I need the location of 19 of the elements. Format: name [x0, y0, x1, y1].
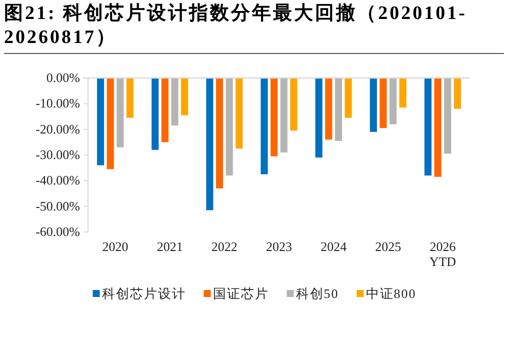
y-tick-label: -10.00% [36, 96, 80, 111]
y-tick-label: -60.00% [36, 224, 80, 239]
legend-label: 中证800 [366, 286, 416, 301]
x-tick-label: 2025 [375, 239, 402, 254]
y-tick-label: 0.00% [46, 70, 80, 85]
x-tick-label: 2021 [156, 239, 183, 254]
x-tick-label: 2023 [266, 239, 292, 254]
y-tick-label: -50.00% [36, 198, 80, 214]
legend-label: 科创50 [296, 286, 339, 301]
y-tick-label: -40.00% [36, 172, 80, 188]
chart-title: 图21: 科创芯片设计指数分年最大回撤（2020101-20260817） [4, 2, 504, 54]
y-tick-label: -20.00% [36, 121, 80, 136]
legend-label: 科创芯片设计 [102, 286, 186, 301]
x-tick-label: 2026 YTD [429, 239, 456, 269]
legend-label: 国证芯片 [212, 286, 269, 301]
x-tick-label: 2020 [102, 239, 128, 254]
y-tick-label: -30.00% [36, 147, 80, 162]
x-tick-label: 2022 [211, 239, 238, 254]
x-tick-label: 2024 [320, 239, 348, 254]
